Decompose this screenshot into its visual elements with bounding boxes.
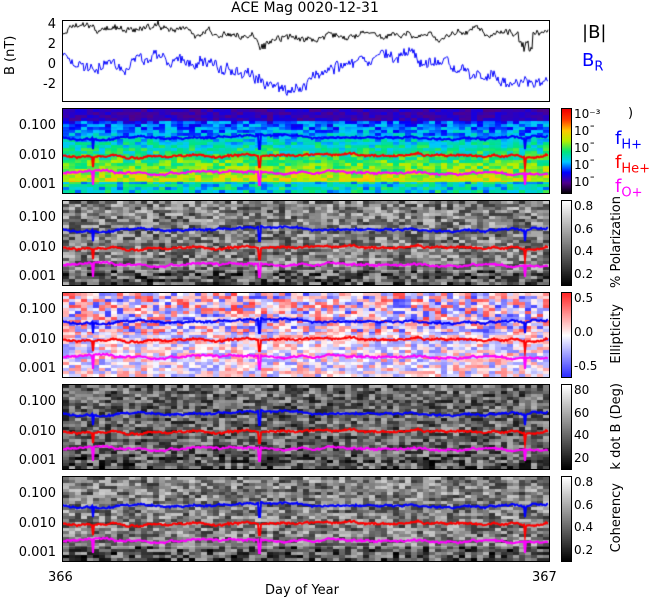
freq-ytick: 0.001 bbox=[18, 361, 56, 377]
freq-ytick: 0.001 bbox=[18, 545, 56, 561]
legend-o-ion: fO+ bbox=[615, 176, 642, 201]
colorbar-tick: 0.2 bbox=[574, 543, 594, 557]
xtick-366: 366 bbox=[48, 570, 73, 585]
freq-ytick: 0.010 bbox=[18, 239, 56, 255]
freq-ytick: 0.001 bbox=[18, 453, 56, 469]
legend-he-ion: fHe+ bbox=[615, 152, 650, 177]
mag-panel bbox=[62, 20, 550, 102]
spectrogram-coherency bbox=[62, 476, 550, 562]
freq-ytick: 0.100 bbox=[18, 117, 56, 133]
colorbar-tick: 0.6 bbox=[574, 221, 594, 236]
colorbar-tick: 10ˉ bbox=[574, 124, 596, 138]
colorbar-label-box: Coherency bbox=[608, 476, 624, 560]
colorbar-coherency bbox=[561, 476, 572, 562]
mag-ytick: -2 bbox=[43, 77, 56, 92]
colorbar-tick: 0.0 bbox=[574, 325, 594, 339]
colorbar-label: ) bbox=[628, 106, 634, 121]
x-axis-label: Day of Year bbox=[265, 583, 339, 598]
colorbar-tick: 0.8 bbox=[574, 475, 594, 489]
colorbar-label-box: Ellipticity bbox=[608, 292, 624, 376]
freq-ytick: 0.100 bbox=[18, 393, 56, 409]
mag-ytick: 0 bbox=[47, 57, 56, 72]
freq-ytick: 0.010 bbox=[18, 147, 56, 163]
freq-ytick: 0.100 bbox=[18, 209, 56, 225]
legend-br: BR bbox=[582, 50, 603, 75]
colorbar-tick: 20 bbox=[574, 451, 590, 465]
freq-ytick: 0.010 bbox=[18, 331, 56, 347]
spectrogram-ellipticity bbox=[62, 292, 550, 378]
legend-br-sub: R bbox=[594, 59, 604, 75]
colorbar-tick: 40 bbox=[574, 428, 590, 443]
spectrogram-power bbox=[62, 108, 550, 194]
mag-ytick: 4 bbox=[47, 17, 56, 32]
legend-subscript: O+ bbox=[621, 185, 643, 201]
colorbar-tick: 0.4 bbox=[574, 244, 594, 259]
colorbar-tick: 60 bbox=[574, 405, 590, 420]
freq-ytick: 0.100 bbox=[18, 485, 56, 501]
colorbar-tick: 10ˉ bbox=[574, 158, 596, 172]
freq-ytick: 0.010 bbox=[18, 423, 56, 439]
colorbar-tick: 0.2 bbox=[574, 267, 594, 281]
colorbar-label: Coherency bbox=[608, 483, 624, 553]
colorbar-kdotb bbox=[561, 384, 572, 470]
colorbar-tick: 0.5 bbox=[574, 291, 594, 305]
legend-symbol: f bbox=[615, 152, 622, 173]
legend-symbol: f bbox=[615, 128, 622, 149]
colorbar-tick: 10ˉ bbox=[574, 141, 596, 155]
colorbar-label: Ellipticity bbox=[608, 304, 624, 364]
colorbar-tick: 10⁻³ bbox=[574, 107, 601, 121]
colorbar-label: % Polarization bbox=[608, 195, 624, 289]
colorbar-power bbox=[561, 108, 572, 194]
colorbar-tick: 0.8 bbox=[574, 199, 594, 213]
xtick-367: 367 bbox=[532, 570, 557, 585]
legend-symbol: f bbox=[615, 176, 622, 197]
colorbar-label: k dot B (Deg) bbox=[608, 382, 624, 470]
freq-ytick: 0.100 bbox=[18, 301, 56, 317]
colorbar-ellipticity bbox=[561, 292, 572, 378]
legend-br-label: B bbox=[582, 50, 595, 71]
legend-subscript: H+ bbox=[621, 137, 643, 153]
colorbar-label-box: k dot B (Deg) bbox=[608, 382, 624, 470]
legend-h-ion: fH+ bbox=[615, 128, 642, 153]
mag-ytick: 2 bbox=[47, 37, 56, 52]
legend-subscript: He+ bbox=[621, 161, 650, 177]
colorbar-label-box: % Polarization bbox=[608, 196, 624, 288]
freq-ytick: 0.001 bbox=[18, 269, 56, 285]
freq-ytick: 0.010 bbox=[18, 515, 56, 531]
colorbar-tick: 80 bbox=[574, 383, 590, 397]
colorbar-tick: 10ˉ bbox=[574, 175, 596, 189]
legend-btotal: |B| bbox=[582, 22, 607, 43]
colorbar-tick: 0.4 bbox=[574, 520, 594, 535]
spectrogram-kdotb bbox=[62, 384, 550, 470]
freq-ytick: 0.001 bbox=[18, 177, 56, 193]
spectrogram-polarization bbox=[62, 200, 550, 286]
colorbar-polarization bbox=[561, 200, 572, 286]
chart-title: ACE Mag 0020-12-31 bbox=[231, 0, 379, 16]
colorbar-tick: 0.6 bbox=[574, 497, 594, 512]
colorbar-tick: -0.5 bbox=[574, 359, 598, 373]
